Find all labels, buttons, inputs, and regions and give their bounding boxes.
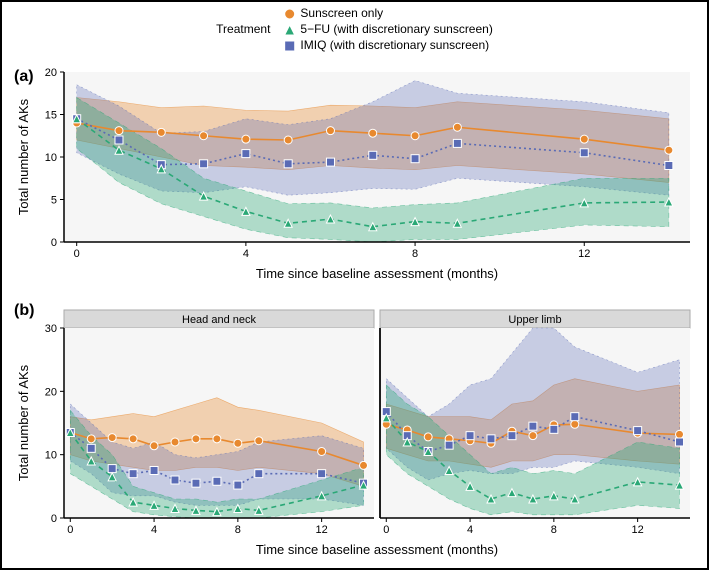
svg-text:Upper limb: Upper limb — [508, 314, 561, 326]
svg-text:8: 8 — [551, 524, 557, 536]
legend-item-label: IMIQ (with discretionary sunscreen) — [300, 38, 489, 52]
svg-text:4: 4 — [243, 248, 249, 260]
panel-label-a: (a) — [14, 68, 34, 86]
svg-text:Total number of AKs: Total number of AKs — [16, 98, 31, 215]
svg-text:Time since baseline assessment: Time since baseline assessment (months) — [256, 542, 498, 557]
svg-text:15: 15 — [45, 110, 57, 122]
svg-text:30: 30 — [45, 323, 57, 335]
legend-item: 5−FU (with discretionary sunscreen) — [282, 22, 492, 36]
svg-text:Total number of AKs: Total number of AKs — [16, 364, 31, 481]
svg-text:4: 4 — [467, 524, 473, 536]
svg-text:20: 20 — [45, 67, 57, 79]
legend: Treatment Sunscreen only 5−FU (with discre… — [216, 6, 493, 52]
svg-text:20: 20 — [45, 386, 57, 398]
legend-item-label: 5−FU (with discretionary sunscreen) — [300, 22, 492, 36]
panel-a: 0 5 10 15 20 0 4 8 12 Total number of AKs Time sin… — [12, 64, 700, 284]
svg-text:12: 12 — [316, 524, 328, 536]
svg-text:Head and neck: Head and neck — [182, 314, 256, 326]
svg-text:12: 12 — [632, 524, 644, 536]
legend-item-label: Sunscreen only — [300, 6, 383, 20]
svg-text:0: 0 — [74, 248, 80, 260]
svg-text:4: 4 — [151, 524, 157, 536]
svg-text:8: 8 — [412, 248, 418, 260]
legend-item: Sunscreen only — [282, 6, 492, 20]
svg-text:10: 10 — [45, 450, 57, 462]
svg-text:8: 8 — [235, 524, 241, 536]
svg-text:0: 0 — [51, 237, 57, 249]
svg-text:10: 10 — [45, 152, 57, 164]
panel-label-b: (b) — [14, 302, 34, 320]
svg-text:12: 12 — [578, 248, 590, 260]
svg-text:0: 0 — [67, 524, 73, 536]
svg-text:0: 0 — [51, 513, 57, 525]
legend-title: Treatment — [216, 22, 270, 36]
legend-item: IMIQ (with discretionary sunscreen) — [282, 38, 492, 52]
svg-text:5: 5 — [51, 195, 57, 207]
svg-text:0: 0 — [383, 524, 389, 536]
panel-b: Head and neck 0 10 20 30 0 4 8 12 Upper limb 0 4 8 12… — [12, 302, 700, 560]
svg-text:Time since baseline assessment: Time since baseline assessment (months) — [256, 266, 498, 281]
